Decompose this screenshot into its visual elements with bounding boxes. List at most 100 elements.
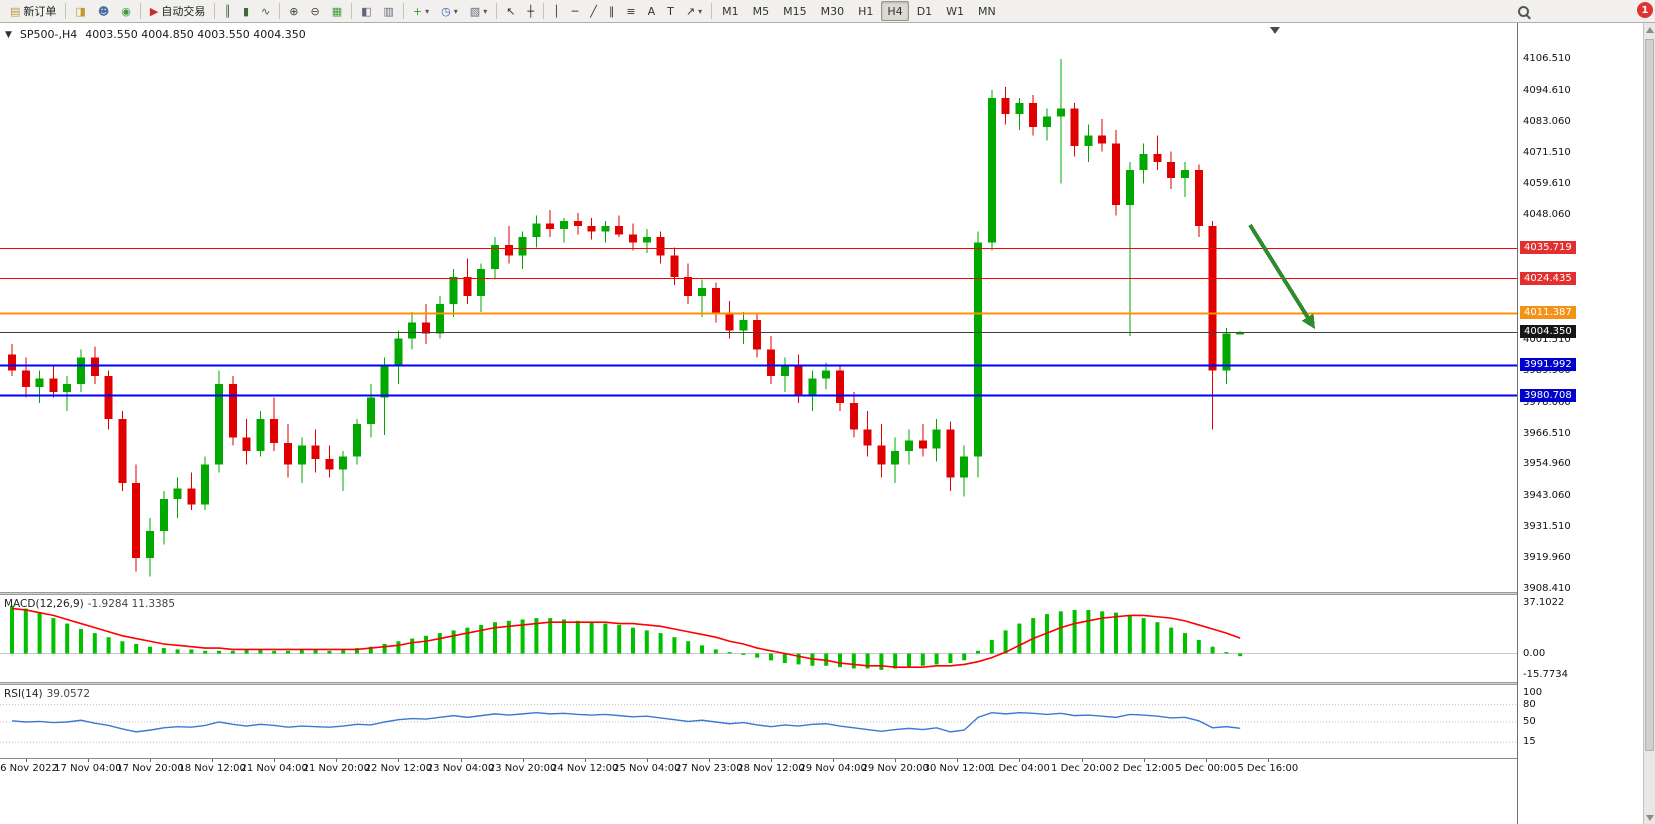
zoom-out-button[interactable]: ⊖: [305, 1, 324, 21]
fibonacci-button[interactable]: ≡: [621, 1, 640, 21]
caret-down-icon: ▾: [425, 6, 430, 16]
cursor-button[interactable]: ↖: [501, 1, 520, 21]
timeframe-d1-label: D1: [916, 4, 933, 18]
panel-splitter-rsi[interactable]: [0, 682, 1643, 685]
add-indicator-button[interactable]: + ▾: [408, 1, 434, 21]
chart-window: ▼ SP500-,H4 4003.550 4004.850 4003.550 4…: [0, 22, 1655, 824]
timeframe-h4-button[interactable]: H4: [881, 1, 909, 21]
price-axis-label: 3943.060: [1523, 490, 1571, 502]
rsi-value: 39.0572: [46, 688, 91, 700]
crosshair-button[interactable]: ┼: [522, 1, 539, 21]
notification-badge[interactable]: 1: [1637, 2, 1653, 18]
arrange-windows-button[interactable]: ◧: [356, 1, 376, 21]
time-axis-label: 29 Nov 20:00: [861, 763, 929, 774]
horizontal-line-button[interactable]: ─: [567, 1, 584, 21]
search-button[interactable]: [1514, 4, 1532, 19]
new-order-label: 新订单: [23, 5, 57, 18]
scrollbar-thumb[interactable]: [1645, 39, 1654, 751]
timeframe-m1-button[interactable]: M1: [716, 1, 745, 21]
price-axis-label: 4083.060: [1523, 115, 1571, 127]
vertical-line-icon: │: [553, 4, 560, 18]
equidistant-channel-button[interactable]: ∥: [604, 1, 620, 21]
text-button[interactable]: A: [643, 1, 661, 21]
scroll-down-icon[interactable]: [1646, 815, 1654, 821]
timeframe-h4-label: H4: [887, 4, 903, 18]
price-axis-label: 3966.510: [1523, 427, 1571, 439]
timeframe-m30-button[interactable]: M30: [815, 1, 851, 21]
time-axis-tick: [398, 759, 400, 762]
time-axis-label: 5 Dec 16:00: [1237, 763, 1299, 774]
price-axis-label: 4106.510: [1523, 53, 1571, 64]
main-chart-svg[interactable]: [0, 23, 1517, 592]
new-order-icon: ▤: [10, 4, 21, 18]
period-selector-button[interactable]: ◷ ▾: [436, 1, 463, 21]
rsi-chart-svg[interactable]: [0, 685, 1517, 758]
data-window-button[interactable]: ☻: [93, 1, 114, 21]
text-label-button[interactable]: T: [662, 1, 679, 21]
time-axis-tick: [771, 759, 772, 762]
macd-chart-svg[interactable]: [0, 595, 1517, 682]
toolbar-items: ▤ 新订单 ◨ ☻ ◉ ▶ 自动交易 ║ ▮ ∿ ⊕ ⊖ ▦ ◧ ▥ + ▾ ◷ ▾ ▧ ▾ ↖ ┼ │ ─ ╱ ∥ ≡ A T ↗ ▾ M1 M…: [0, 0, 1003, 22]
time-axis-label: 28 Nov 12:00: [737, 763, 805, 774]
timeframe-mn-label: MN: [978, 4, 996, 18]
vertical-scrollbar[interactable]: [1643, 23, 1655, 824]
price-axis-label: 4001.510: [1523, 333, 1571, 345]
line-chart-button[interactable]: ∿: [256, 1, 275, 21]
toolbar-separator: [543, 3, 545, 19]
toolbar-separator: [496, 3, 498, 19]
timeframe-m15-button[interactable]: M15: [777, 1, 813, 21]
time-axis-tick: [212, 759, 214, 762]
equidistant-channel-icon: ∥: [608, 4, 615, 18]
bar-chart-button[interactable]: ║: [219, 1, 236, 21]
zoom-in-button[interactable]: ⊕: [284, 1, 303, 21]
time-axis-tick: [833, 759, 835, 762]
navigator-button[interactable]: ◉: [116, 1, 136, 21]
candlestick-chart-button[interactable]: ▮: [238, 1, 254, 21]
price-level-badge: 3991.992: [1520, 358, 1576, 372]
trendline-button[interactable]: ╱: [585, 1, 602, 21]
chart-shift-marker-icon: [1270, 27, 1280, 34]
rsi-axis-label: 100: [1523, 687, 1543, 698]
cursor-icon: ↖: [506, 4, 516, 18]
price-level-badge: 4035.719: [1520, 241, 1576, 255]
price-level-badge: 4024.435: [1520, 271, 1576, 285]
time-axis-tick: [1143, 759, 1145, 762]
rsi-line: [11, 712, 1241, 733]
price-axis-label: 4071.510: [1523, 146, 1571, 158]
timeframe-d1-button[interactable]: D1: [911, 1, 938, 21]
tile-windows-button[interactable]: ▦: [327, 1, 347, 21]
time-axis-label: 21 Nov 04:00: [240, 763, 308, 774]
time-axis-tick: [895, 759, 897, 762]
time-axis-label: 23 Nov 20:00: [488, 763, 557, 774]
toolbar-separator: [214, 3, 216, 19]
template-selector-button[interactable]: ▧ ▾: [465, 1, 492, 21]
zoom-out-icon: ⊖: [310, 4, 320, 18]
market-watch-button[interactable]: ◨: [70, 1, 90, 21]
auto-scroll-button[interactable]: ▥: [379, 1, 399, 21]
time-axis-tick: [274, 759, 276, 762]
toolbar: ▤ 新订单 ◨ ☻ ◉ ▶ 自动交易 ║ ▮ ∿ ⊕ ⊖ ▦ ◧ ▥ + ▾ ◷ ▾ ▧ ▾ ↖ ┼ │ ─ ╱ ∥ ≡ A T ↗ ▾ M1 M…: [0, 0, 1655, 23]
panel-splitter-macd[interactable]: [0, 592, 1643, 595]
toolbar-separator: [402, 3, 404, 19]
timeframe-m5-button[interactable]: M5: [747, 1, 776, 21]
chart-header: ▼ SP500-,H4 4003.550 4004.850 4003.550 4…: [5, 28, 306, 41]
vertical-line-button[interactable]: │: [548, 1, 565, 21]
new-order-button[interactable]: ▤ 新订单: [5, 1, 61, 21]
timeframe-h1-button[interactable]: H1: [852, 1, 879, 21]
price-axis-label: 3954.960: [1523, 458, 1571, 470]
timeframe-mn-button[interactable]: MN: [972, 1, 1002, 21]
auto-trading-label: 自动交易: [161, 5, 206, 18]
macd-title: MACD(12,26,9): [4, 598, 84, 610]
text-label-icon: T: [667, 4, 674, 18]
one-click-trading-icon[interactable]: ▼: [5, 29, 12, 40]
candles-group: [8, 59, 1245, 577]
time-axis-tick: [25, 759, 27, 762]
time-axis-label: 2 Dec 12:00: [1113, 763, 1175, 774]
time-axis-label: 25 Nov 04:00: [613, 763, 681, 774]
shapes-button[interactable]: ↗ ▾: [681, 1, 707, 21]
auto-trading-button[interactable]: ▶ 自动交易: [145, 1, 210, 21]
timeframe-w1-label: W1: [946, 4, 965, 18]
scroll-up-icon[interactable]: [1646, 27, 1654, 33]
timeframe-w1-button[interactable]: W1: [940, 1, 970, 21]
